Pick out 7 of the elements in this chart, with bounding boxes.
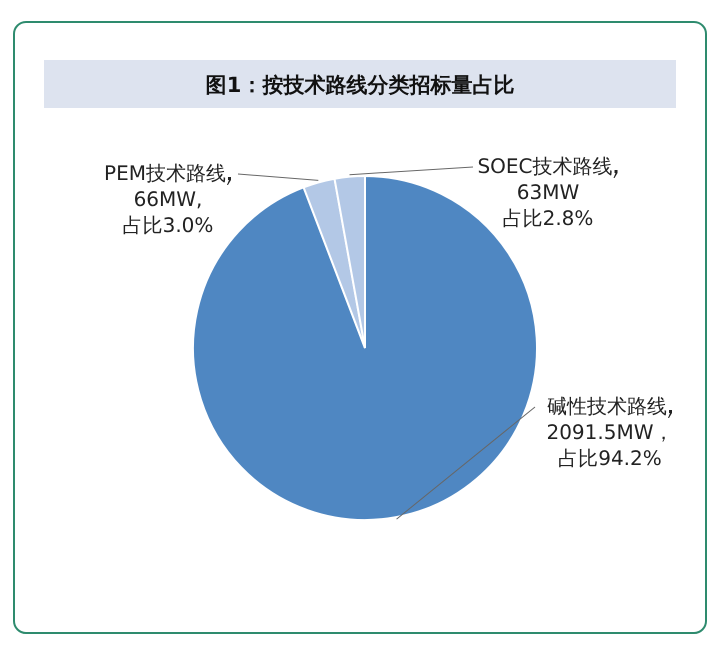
slice-label: 碱性技术路线 xyxy=(547,394,667,418)
data-label: 63MW占比2.8% xyxy=(502,180,594,230)
chart-title: 图1：按技术路线分类招标量占比 xyxy=(206,73,514,97)
slice-label: SOEC技术路线 xyxy=(477,154,613,178)
slice-label: PEM技术路线 xyxy=(104,161,226,185)
data-label: 66MW,占比3.0% xyxy=(122,187,214,237)
data-label: 2091.5MW，占比94.2% xyxy=(546,420,674,470)
